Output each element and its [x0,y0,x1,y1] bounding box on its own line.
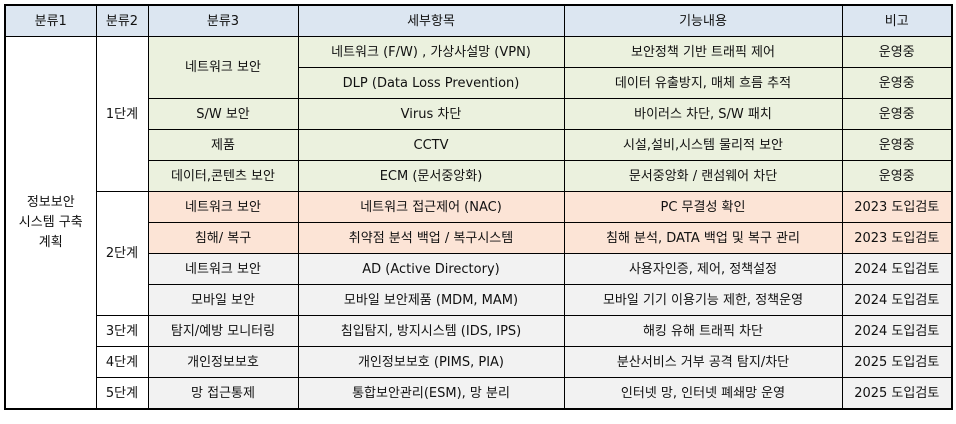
detail-cell: Virus 차단 [297,98,565,130]
header-detail: 세부항목 [297,4,565,37]
detail-cell: 개인정보보호 (PIMS, PIA) [297,346,565,378]
security-plan-table-container: 분류1 분류2 분류3 세부항목 기능내용 비고 정보보안 시스템 구축 계획 … [4,4,953,410]
note-cell: 운영중 [841,67,953,99]
note-cell: 운영중 [841,160,953,192]
detail-cell: ECM (문서중앙화) [297,160,565,192]
category3-cell: 네트워크 보안 [147,191,299,223]
header-category3: 분류3 [147,4,299,37]
function-cell: 모바일 기기 이용기능 제한, 정책운영 [563,284,843,316]
table-row: 침해/ 복구 취약점 분석 백업 / 복구시스템 침해 분석, DATA 백업 … [5,222,953,254]
category1-line1: 정보보안 [26,194,75,210]
header-note: 비고 [841,4,953,37]
category3-cell: 개인정보보호 [147,346,299,378]
category3-cell: S/W 보안 [147,98,299,130]
table-row: 제품 CCTV 시설,설비,시스템 물리적 보안 운영중 [5,129,953,161]
category3-cell: 제품 [147,129,299,161]
note-cell: 2024 도입검토 [841,284,953,316]
function-cell: 인터넷 망, 인터넷 폐쇄망 운영 [563,377,843,410]
table-row: 정보보안 시스템 구축 계획 1단계 네트워크 보안 네트워크 (F/W) , … [4,36,953,410]
category1-line3: 계획 [38,234,63,250]
category3-cell: 침해/ 복구 [147,222,299,254]
header-category1: 분류1 [4,4,97,37]
detail-cell: DLP (Data Loss Prevention) [297,67,565,99]
detail-cell: 모바일 보안제품 (MDM, MAM) [297,284,565,316]
table-row: 4단계 개인정보보호 개인정보보호 (PIMS, PIA) 분산서비스 거부 공… [5,346,953,378]
note-cell: 운영중 [841,98,953,130]
note-cell: 2024 도입검토 [841,253,953,285]
function-cell: 문서중앙화 / 랜섬웨어 차단 [563,160,843,192]
note-cell: 2025 도입검토 [841,346,953,378]
detail-cell: AD (Active Directory) [297,253,565,285]
table-row: DLP (Data Loss Prevention) 데이터 유출방지, 매체 … [5,67,953,99]
table-row: 데이터,콘텐츠 보안 ECM (문서중앙화) 문서중앙화 / 랜섬웨어 차단 운… [5,160,953,192]
header-function: 기능내용 [563,4,843,37]
stage-cell: 2단계 [95,191,149,316]
header-row: 분류1 분류2 분류3 세부항목 기능내용 비고 [4,4,953,37]
category3-cell: 탐지/예방 모니터링 [147,315,299,347]
category3-cell: 데이터,콘텐츠 보안 [147,160,299,192]
function-cell: 분산서비스 거부 공격 탐지/차단 [563,346,843,378]
stage-cell: 4단계 [95,346,149,378]
stage-cell: 1단계 [95,36,149,192]
function-cell: 해킹 유해 트래픽 차단 [563,315,843,347]
category3-cell: 모바일 보안 [147,284,299,316]
stage-cell: 3단계 [95,315,149,347]
security-plan-table: 분류1 분류2 분류3 세부항목 기능내용 비고 정보보안 시스템 구축 계획 … [4,4,953,410]
function-cell: 침해 분석, DATA 백업 및 복구 관리 [563,222,843,254]
category1-cell: 정보보안 시스템 구축 계획 [4,36,97,410]
detail-cell: 네트워크 (F/W) , 가상사설망 (VPN) [297,36,565,68]
category3-cell: 네트워크 보안 [147,36,299,99]
detail-cell: 네트워크 접근제어 (NAC) [297,191,565,223]
detail-cell: 취약점 분석 백업 / 복구시스템 [297,222,565,254]
category1-line2: 시스템 구축 [18,214,83,230]
note-cell: 2023 도입검토 [841,191,953,223]
table-row: 2단계 네트워크 보안 네트워크 접근제어 (NAC) PC 무결성 확인 20… [5,191,953,316]
detail-cell: 통합보안관리(ESM), 망 분리 [297,377,565,410]
note-cell: 2025 도입검토 [841,377,953,410]
table-row: 네트워크 보안 AD (Active Directory) 사용자인증, 제어,… [5,253,953,285]
function-cell: 시설,설비,시스템 물리적 보안 [563,129,843,161]
function-cell: 사용자인증, 제어, 정책설정 [563,253,843,285]
detail-cell: CCTV [297,129,565,161]
note-cell: 2023 도입검토 [841,222,953,254]
note-cell: 운영중 [841,129,953,161]
table-row: 3단계 탐지/예방 모니터링 침입탐지, 방지시스템 (IDS, IPS) 해킹… [5,315,953,347]
function-cell: 바이러스 차단, S/W 패치 [563,98,843,130]
note-cell: 2024 도입검토 [841,315,953,347]
table-row: S/W 보안 Virus 차단 바이러스 차단, S/W 패치 운영중 [5,98,953,130]
category3-cell: 망 접근통제 [147,377,299,410]
function-cell: PC 무결성 확인 [563,191,843,223]
function-cell: 보안정책 기반 트래픽 제어 [563,36,843,68]
detail-cell: 침입탐지, 방지시스템 (IDS, IPS) [297,315,565,347]
table-row: 5단계 망 접근통제 통합보안관리(ESM), 망 분리 인터넷 망, 인터넷 … [5,377,953,410]
header-category2: 분류2 [95,4,149,37]
note-cell: 운영중 [841,36,953,68]
category3-cell: 네트워크 보안 [147,253,299,285]
stage-cell: 5단계 [95,377,149,410]
table-row: 모바일 보안 모바일 보안제품 (MDM, MAM) 모바일 기기 이용기능 제… [5,284,953,316]
function-cell: 데이터 유출방지, 매체 흐름 추적 [563,67,843,99]
